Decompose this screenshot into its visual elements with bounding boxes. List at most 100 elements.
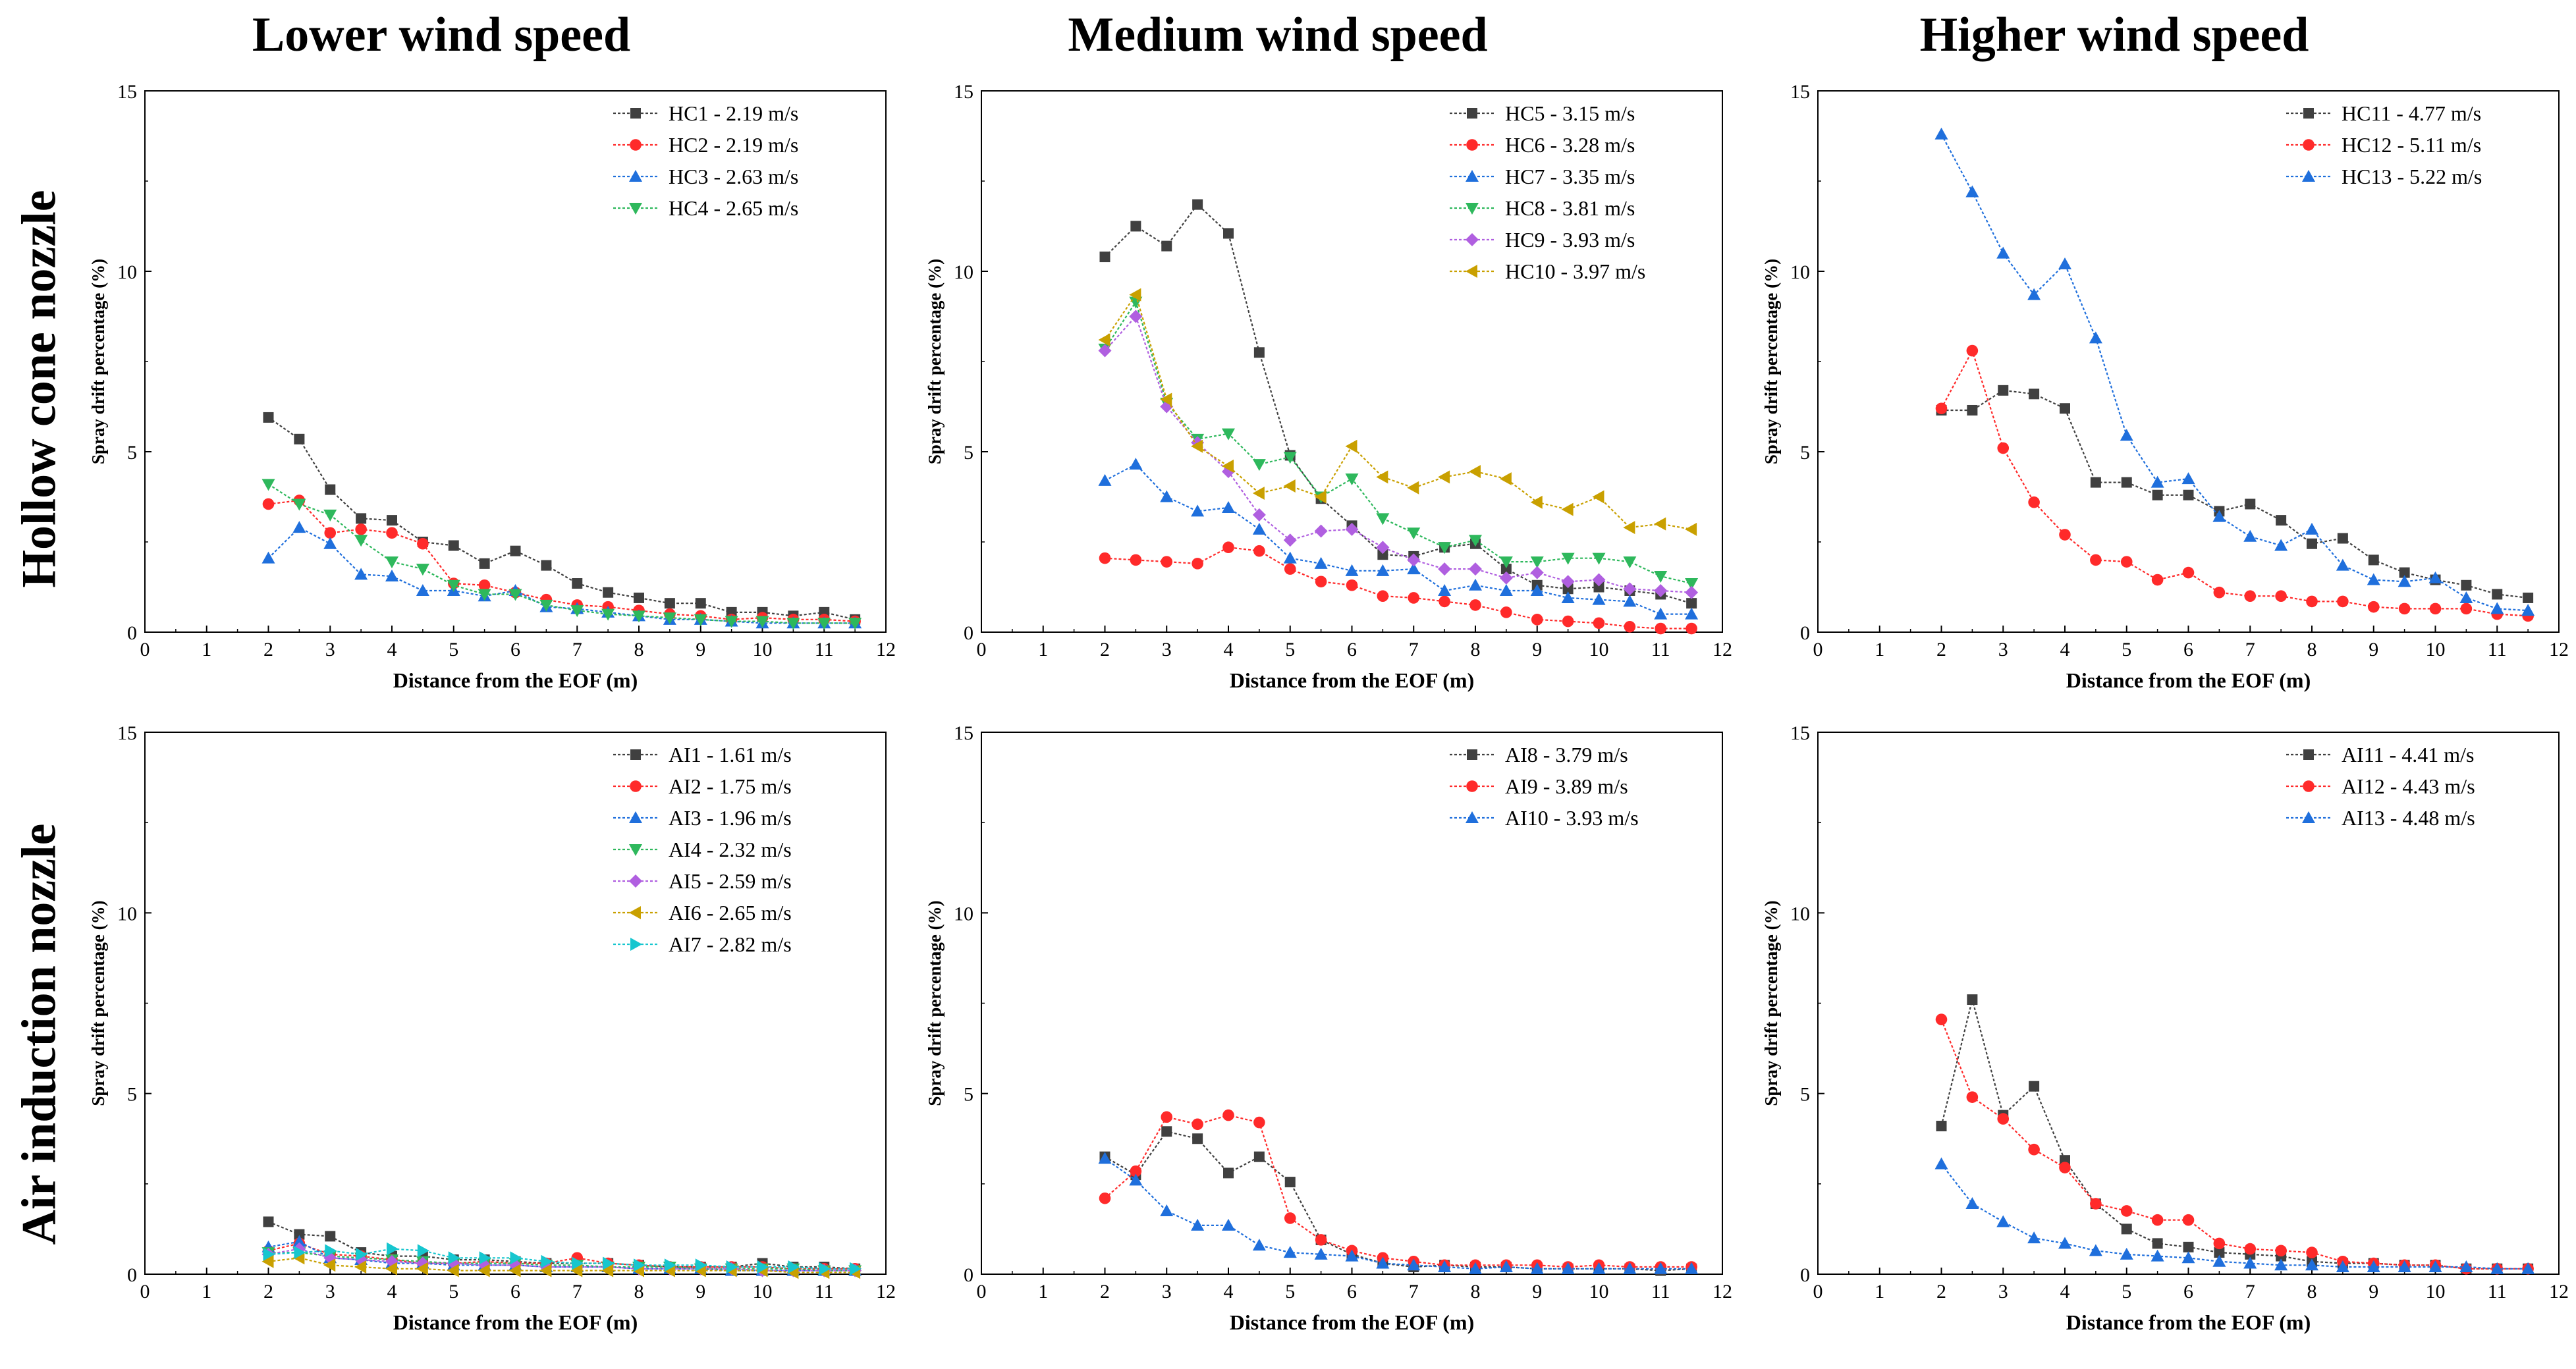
- y-tick-label: 0: [1800, 1264, 1810, 1286]
- series-ai3: [261, 1235, 862, 1276]
- data-point: [570, 1264, 583, 1277]
- x-tick-label: 6: [2183, 639, 2193, 660]
- data-point: [1253, 545, 1265, 557]
- data-point: [2244, 1243, 2257, 1255]
- data-point: [1469, 599, 1481, 611]
- data-point: [1222, 459, 1234, 473]
- data-point: [2307, 538, 2317, 549]
- data-point: [2398, 575, 2411, 587]
- data-point: [1129, 1173, 1143, 1186]
- y-tick-label: 0: [964, 1264, 973, 1286]
- data-point: [2089, 1244, 2102, 1256]
- data-point: [1284, 1212, 1296, 1224]
- series-hc10: [1098, 288, 1697, 536]
- data-point: [1283, 1246, 1297, 1258]
- data-point: [1129, 288, 1141, 302]
- y-tick-label: 10: [954, 903, 973, 925]
- legend-marker: [630, 780, 642, 792]
- data-point: [447, 1264, 459, 1277]
- data-point: [1376, 564, 1390, 576]
- legend-label: HC2 - 2.19 m/s: [669, 133, 798, 157]
- data-point: [2428, 571, 2442, 583]
- data-point: [664, 598, 675, 609]
- data-point: [2060, 403, 2070, 414]
- x-tick-label: 1: [1875, 639, 1884, 660]
- data-point: [541, 560, 552, 571]
- series-line: [267, 526, 856, 624]
- data-point: [2182, 566, 2195, 579]
- data-point: [2490, 1262, 2504, 1274]
- data-point: [1161, 1111, 1173, 1123]
- data-point: [2398, 603, 2411, 615]
- data-point: [2059, 529, 2071, 541]
- legend-label: AI13 - 4.48 m/s: [2342, 806, 2475, 830]
- x-tick-label: 6: [510, 1281, 520, 1302]
- data-point: [2368, 554, 2379, 566]
- x-tick-label: 10: [753, 1281, 773, 1302]
- x-tick-label: 11: [1651, 1281, 1670, 1302]
- data-point: [1130, 554, 1142, 566]
- x-tick-label: 5: [1285, 639, 1295, 660]
- data-point: [1314, 1247, 1328, 1260]
- data-point: [1530, 495, 1543, 509]
- data-point: [1284, 563, 1296, 575]
- legend-label: AI3 - 1.96 m/s: [669, 806, 792, 830]
- data-point: [1438, 542, 1452, 554]
- data-point: [2336, 558, 2349, 571]
- y-tick-label: 0: [127, 1264, 137, 1286]
- legend: HC1 - 2.19 m/s HC2 - 2.19 m/s HC3 - 2.63 m…: [613, 101, 798, 220]
- data-point: [1592, 552, 1606, 565]
- series-line: [268, 1221, 856, 1270]
- data-point: [2490, 602, 2504, 614]
- data-point: [601, 608, 615, 621]
- series-ai10: [1098, 1152, 1699, 1274]
- legend-marker: [1466, 780, 1478, 792]
- data-point: [508, 1264, 521, 1277]
- data-point: [2305, 1258, 2318, 1271]
- x-tick-label: 11: [2488, 1281, 2507, 1302]
- data-point: [1592, 593, 1606, 605]
- data-point: [294, 1229, 305, 1240]
- legend-marker: [630, 108, 641, 119]
- data-point: [1160, 392, 1172, 406]
- data-point: [1936, 1121, 1947, 1132]
- data-point: [325, 484, 336, 495]
- legend-label: AI1 - 1.61 m/s: [669, 743, 792, 766]
- data-point: [2090, 477, 2101, 488]
- data-point: [2275, 590, 2287, 602]
- series-hc7: [1098, 458, 1699, 620]
- data-point: [1967, 994, 1978, 1006]
- data-point: [786, 618, 800, 630]
- x-tick-label: 6: [510, 639, 520, 660]
- x-tick-label: 0: [977, 1281, 987, 1302]
- data-point: [1654, 1262, 1668, 1274]
- data-point: [1685, 522, 1697, 536]
- legend-marker: [629, 203, 642, 215]
- data-point: [354, 568, 368, 580]
- x-tick-label: 0: [140, 1281, 150, 1302]
- series-ai13: [1934, 1157, 2535, 1274]
- data-point: [2276, 515, 2287, 526]
- data-point: [1253, 1116, 1265, 1129]
- data-point: [1654, 583, 1668, 597]
- data-point: [1499, 1260, 1513, 1273]
- data-point: [448, 1251, 460, 1265]
- data-point: [1530, 583, 1544, 596]
- x-tick-label: 10: [1589, 1281, 1609, 1302]
- x-tick-label: 3: [1998, 639, 2008, 660]
- data-point: [292, 521, 306, 533]
- data-point: [1376, 1256, 1390, 1269]
- data-point: [262, 498, 275, 510]
- data-point: [1654, 571, 1668, 583]
- legend-marker: [2302, 811, 2315, 823]
- data-point: [1469, 562, 1482, 576]
- x-tick-label: 6: [1347, 1281, 1357, 1302]
- y-tick-label: 5: [964, 1084, 973, 1106]
- data-point: [632, 610, 645, 623]
- data-point: [2306, 1247, 2318, 1258]
- data-point: [2152, 1238, 2163, 1249]
- x-tick-label: 3: [1162, 1281, 1172, 1302]
- series-line: [1104, 463, 1692, 615]
- y-tick-label: 5: [964, 442, 973, 464]
